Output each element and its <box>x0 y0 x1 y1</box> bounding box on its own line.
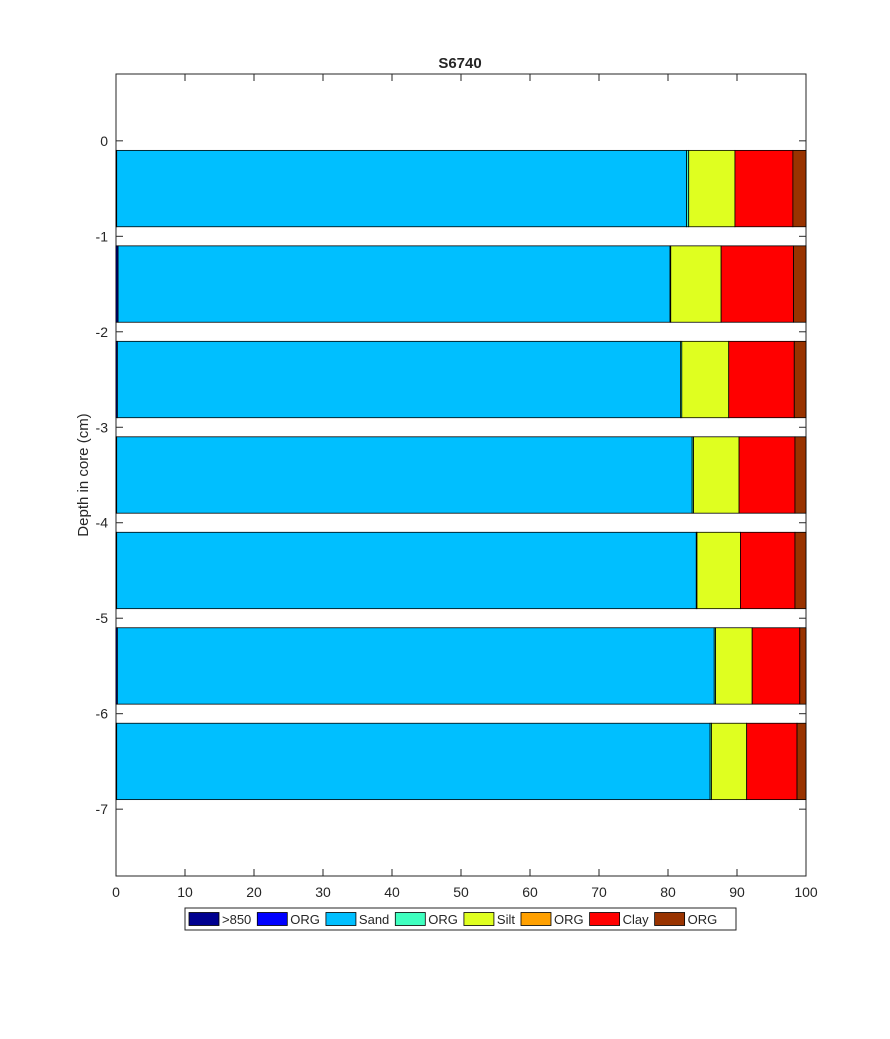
legend-swatch-0 <box>188 912 220 926</box>
y-tick-label-4: -4 <box>96 515 109 531</box>
legend-label-7: ORG <box>688 912 718 927</box>
bar-segment-silt-4-row-5 <box>715 627 753 705</box>
axes-layer: 0 10 20 30 40 50 60 70 80 90 100 0 -1 -2 -3 -4 -5 -6 -7 <box>96 74 818 900</box>
bar-segment-org-7-row-0 <box>792 149 807 228</box>
bar-segment-silt-4-row-1 <box>670 245 722 323</box>
y-tick-label-2: -2 <box>96 324 109 340</box>
legend-label-3: ORG <box>428 912 458 927</box>
bar-segment-sand-2-row-2 <box>116 340 681 419</box>
legend-swatch-5 <box>520 912 552 926</box>
x-tick-label-5: 50 <box>453 884 469 900</box>
legend-label-1: ORG <box>290 912 320 927</box>
bar-segment-sand-2-row-3 <box>116 436 693 514</box>
legend-label-2: Sand <box>359 912 389 927</box>
bar-segment-silt-4-row-0 <box>688 149 736 228</box>
legend-label-0: >850 <box>222 912 251 927</box>
bar-segment-org-7-row-6 <box>796 722 807 801</box>
legend-swatch-4 <box>463 912 495 926</box>
y-tick-label-7: -7 <box>96 801 109 817</box>
x-tick-label-3: 30 <box>315 884 331 900</box>
x-tick-label-4: 40 <box>384 884 400 900</box>
bar-segment-clay-6-row-1 <box>720 245 794 323</box>
x-tick-label-1: 10 <box>177 884 193 900</box>
legend-label-6: Clay <box>623 912 650 927</box>
bar-segment-silt-4-row-3 <box>693 436 740 514</box>
bar-segment-org-7-row-3 <box>794 436 807 514</box>
y-tick-label-1: -1 <box>96 228 109 244</box>
bar-segment-clay-6-row-3 <box>738 436 796 514</box>
y-axis-label: Depth in core (cm) <box>75 413 92 536</box>
bar-segment-clay-6-row-6 <box>746 722 798 801</box>
bars-layer <box>115 149 807 801</box>
x-tick-label-7: 70 <box>591 884 607 900</box>
bar-segment-clay-6-row-0 <box>734 149 794 228</box>
legend-swatch-1 <box>256 912 288 926</box>
chart-title: S6740 <box>438 55 481 72</box>
bar-segment-sand-2-row-0 <box>116 149 688 228</box>
bar-segment-sand-2-row-5 <box>116 627 715 705</box>
legend-label-5: ORG <box>554 912 584 927</box>
bar-segment-org-7-row-4 <box>794 531 807 610</box>
x-tick-label-2: 20 <box>246 884 262 900</box>
x-tick-label-10: 100 <box>794 884 818 900</box>
bar-segment-sand-2-row-6 <box>116 722 711 801</box>
legend-swatch-2 <box>325 912 357 926</box>
y-tick-label-3: -3 <box>96 419 109 435</box>
bar-segment-clay-6-row-5 <box>751 627 801 705</box>
legend-swatch-3 <box>394 912 426 926</box>
bar-segment-org-7-row-5 <box>799 627 807 705</box>
y-tick-label-5: -5 <box>96 610 109 626</box>
bar-segment-sand-2-row-1 <box>117 245 671 323</box>
x-tick-label-0: 0 <box>112 884 120 900</box>
bar-segment-clay-6-row-4 <box>740 531 796 610</box>
x-tick-label-8: 80 <box>660 884 676 900</box>
legend-swatch-6 <box>589 912 621 926</box>
bar-segment-silt-4-row-6 <box>711 722 748 801</box>
bar-segment-sand-2-row-4 <box>116 531 697 610</box>
bar-segment-silt-4-row-4 <box>696 531 741 610</box>
bar-segment-org-7-row-1 <box>793 245 807 323</box>
y-tick-label-6: -6 <box>96 706 109 722</box>
legend-label-4: Silt <box>497 912 515 927</box>
x-tick-label-9: 90 <box>729 884 745 900</box>
x-tick-label-6: 60 <box>522 884 538 900</box>
bar-segment-clay-6-row-2 <box>728 340 795 419</box>
y-tick-label-0: 0 <box>100 133 108 149</box>
bar-segment-silt-4-row-2 <box>681 340 730 419</box>
legend-swatch-7 <box>654 912 686 926</box>
legend: >850 ORG Sand ORG Silt ORG Clay ORG <box>184 907 737 931</box>
bar-segment-org-7-row-2 <box>793 340 807 419</box>
